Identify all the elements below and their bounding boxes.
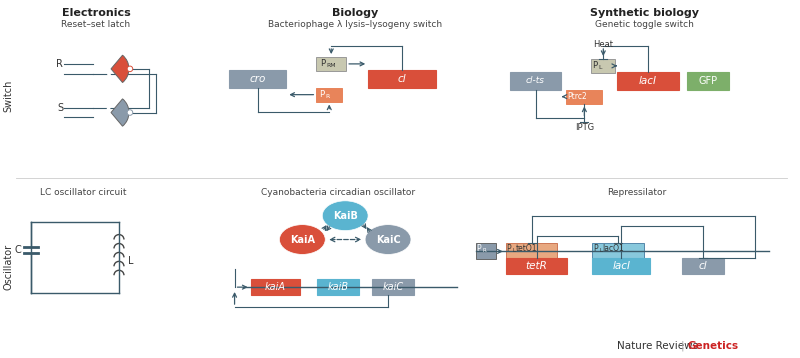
Text: P: P xyxy=(477,244,482,253)
Bar xyxy=(368,70,436,88)
Bar xyxy=(506,242,558,258)
Text: KaiC: KaiC xyxy=(376,234,401,245)
Text: Ptrc2: Ptrc2 xyxy=(567,92,587,101)
Text: Reset–set latch: Reset–set latch xyxy=(62,20,130,29)
Circle shape xyxy=(127,110,133,115)
Text: L: L xyxy=(599,248,602,253)
Text: RM: RM xyxy=(326,63,336,68)
Text: tetO1: tetO1 xyxy=(515,244,537,253)
Bar xyxy=(592,258,650,274)
Text: GFP: GFP xyxy=(698,76,718,86)
Text: cl: cl xyxy=(698,261,707,271)
Text: LC oscillator circuit: LC oscillator circuit xyxy=(40,188,126,197)
Text: R: R xyxy=(482,248,486,253)
Text: lacI: lacI xyxy=(639,76,657,86)
Text: Nature Reviews: Nature Reviews xyxy=(618,341,698,350)
Text: L: L xyxy=(598,66,602,71)
Bar xyxy=(229,70,286,88)
Wedge shape xyxy=(111,55,129,83)
Text: P: P xyxy=(592,61,598,71)
Text: kaiC: kaiC xyxy=(382,282,403,292)
Text: cro: cro xyxy=(250,74,266,84)
Ellipse shape xyxy=(322,201,368,231)
Wedge shape xyxy=(111,99,129,126)
Text: P: P xyxy=(320,59,326,68)
Text: S: S xyxy=(57,102,63,112)
Bar xyxy=(476,243,496,260)
Text: L: L xyxy=(513,248,516,253)
Text: Switch: Switch xyxy=(3,79,14,112)
Bar xyxy=(566,90,602,103)
Text: lacI: lacI xyxy=(612,261,630,271)
Text: KaiB: KaiB xyxy=(333,211,358,221)
Text: Repressilator: Repressilator xyxy=(607,188,666,197)
Bar xyxy=(682,258,724,274)
Text: tetR: tetR xyxy=(526,261,547,271)
Text: R: R xyxy=(326,94,330,99)
Text: P: P xyxy=(319,90,325,99)
Text: KaiA: KaiA xyxy=(290,234,315,245)
Ellipse shape xyxy=(279,224,326,255)
Text: kaiB: kaiB xyxy=(328,282,349,292)
Text: Cyanobacteria circadian oscillator: Cyanobacteria circadian oscillator xyxy=(261,188,415,197)
Bar xyxy=(506,258,567,274)
Text: R: R xyxy=(56,59,63,69)
Text: L: L xyxy=(128,256,134,266)
Text: Bacteriophage λ lysis–lysogeny switch: Bacteriophage λ lysis–lysogeny switch xyxy=(268,20,442,29)
Text: P: P xyxy=(506,244,511,253)
Text: P: P xyxy=(594,244,598,253)
Text: Genetics: Genetics xyxy=(687,341,738,350)
Bar xyxy=(618,72,679,90)
Text: kaiA: kaiA xyxy=(265,282,286,292)
Bar xyxy=(250,279,300,295)
Ellipse shape xyxy=(365,224,411,255)
Circle shape xyxy=(127,66,133,72)
Text: C: C xyxy=(15,246,22,256)
Bar xyxy=(316,88,342,102)
Text: Synthetic biology: Synthetic biology xyxy=(590,8,698,18)
Bar xyxy=(591,59,615,73)
Bar xyxy=(592,242,644,258)
Text: Oscillator: Oscillator xyxy=(3,244,14,290)
Text: cl-ts: cl-ts xyxy=(526,76,545,85)
Bar xyxy=(510,72,562,90)
Text: Electronics: Electronics xyxy=(62,8,130,18)
Text: cl: cl xyxy=(398,74,406,84)
Text: Heat: Heat xyxy=(594,39,614,49)
Text: |: | xyxy=(681,340,685,350)
Bar xyxy=(687,72,729,90)
Text: Genetic toggle switch: Genetic toggle switch xyxy=(594,20,694,29)
Bar xyxy=(316,57,346,71)
Bar xyxy=(318,279,359,295)
Bar xyxy=(372,279,414,295)
Text: lacO1: lacO1 xyxy=(602,244,624,253)
Text: Biology: Biology xyxy=(332,8,378,18)
Text: IPTG: IPTG xyxy=(574,123,594,132)
